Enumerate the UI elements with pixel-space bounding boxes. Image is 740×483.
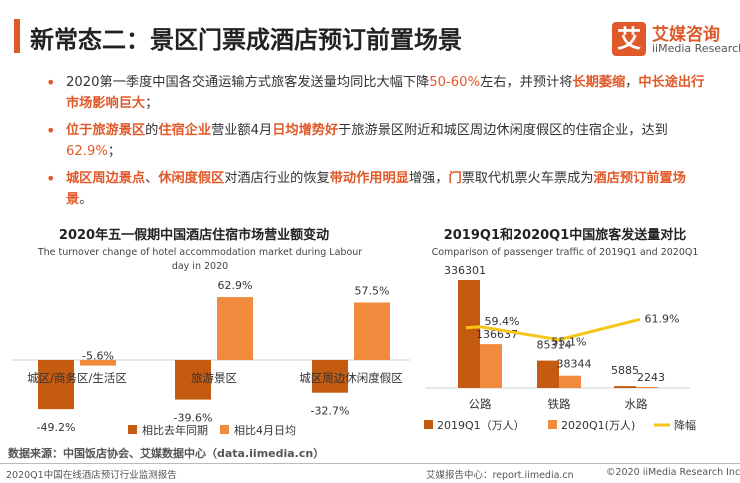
bullet-text-segment: 的 [145,123,159,138]
chart2-title: 2019Q1和2020Q1中国旅客发送量对比 [443,228,687,243]
logo-text-cn: 艾媒咨询 [652,25,720,45]
bullet-item: 2020第一季度中国各交通运输方式旅客发送量均同比大幅下降50-60%左右，并预… [46,72,706,114]
bullet-item: 位于旅游景区的住宿企业营业额4月日均增势好于旅游景区附近和城区周边休闲度假区的住… [46,120,706,162]
chart2-decline-label: 59.4% [485,315,520,328]
bullet-text-segment: 62.9% [66,144,108,159]
chart1-bar-s1-c1 [217,297,253,360]
footer-report-name: 2020Q1中国在线酒店预订行业监测报告 [6,470,177,481]
bullet-text-segment: 酒店预订前置场景 [66,171,686,207]
chart2-decline-label: 55.1% [552,336,587,349]
footer-copyright: ©2020 iiMedia Research Inc [606,467,740,478]
bullet-text-segment: ， [625,75,639,90]
chart1-value-label: -5.6% [82,350,114,363]
bullet-text-segment: 位于旅游景区 [66,123,146,138]
title-accent-bar [14,19,20,53]
chart2-category-label: 水路 [625,397,648,411]
footer-divider [0,463,740,464]
page-title: 新常态二：景区门票成酒店预订前置场景 [30,26,462,54]
chart1-value-label: -32.7% [311,405,350,418]
chart1-bar-s0-c0 [38,360,74,410]
bullet-text-segment: 中长途出行市场影响巨大 [66,75,705,111]
bullet-text-segment: 住宿企业 [158,123,212,138]
brand-logo: 艾 艾媒咨询 iiMedia Research [612,20,740,60]
chart2-decline-line [465,317,641,342]
chart1-value-label: -49.2% [37,421,76,434]
chart1-legend-swatch [128,425,137,434]
chart1-bar-s1-c0 [80,360,116,366]
bullet-item: 城区周边景点、休闲度假区对酒店行业的恢复带动作用明显增强，门票取代机票火车票成为… [46,168,706,210]
chart1-legend-label: 相比去年同期 [142,423,208,437]
chart2-value-label: 2243 [637,371,665,384]
footer-report-center: 艾媒报告中心：report.iimedia.cn [426,470,574,481]
chart1-value-label: 62.9% [218,279,253,292]
chart2-bar-s1-c1 [559,375,581,388]
logo-icon: 艾 [612,22,646,56]
bullet-text-segment: ； [145,96,159,111]
chart1-category-label: 城区/商务区/生活区 [27,371,127,385]
chart2-value-label: 5885 [611,364,639,377]
chart2-bar-s0-c1 [537,360,559,388]
chart2-subtitle: Comparison of passenger traffic of 2019Q… [431,247,699,258]
bullet-text-segment: ； [107,144,122,159]
chart1-category-label: 城区周边休闲度假区 [299,371,403,385]
bullet-text-segment: 营业额4月 [211,123,273,138]
bullet-text-segment: 日均增势好 [272,123,339,138]
chart1-legend-swatch [220,425,229,434]
chart2-decline-label: 61.9% [645,312,680,325]
chart1-subtitle: The turnover change of hotel accommodati… [37,247,363,272]
bullet-text-segment: 于旅游景区附近和城区周边休闲度假区的住宿企业，达到 [338,123,668,138]
bullet-text-segment: 门 [448,171,462,186]
chart2-legend-label: 降幅 [674,418,696,432]
bullet-text-segment: 带动作用明显 [329,171,409,186]
chart2-bar-s1-c2 [636,387,658,388]
chart1-legend-label: 相比4月日均 [234,424,296,437]
bullet-text-segment: 城区周边景点 [66,171,146,186]
chart2-legend-label: 2019Q1（万人） [437,419,525,432]
chart2-legend-label: 2020Q1(万人) [561,419,635,432]
bullet-text-segment: 、 [145,171,159,186]
chart2-legend-swatch [424,420,433,429]
chart1-title: 2020年五一假期中国酒店住宿市场营业额变动 [58,228,330,243]
chart1-bar-s1-c2 [354,302,390,360]
chart2-category-label: 公路 [469,397,492,411]
chart1-value-label: 57.5% [355,285,390,298]
bullet-text-segment: 票取代机票火车票成为 [461,171,594,186]
chart1-value-label: -39.6% [174,412,213,425]
chart2-category-label: 铁路 [548,397,571,411]
chart2-legend-swatch [548,420,557,429]
bullet-text-segment: 左右，并预计将 [480,75,573,90]
chart1-category-label: 旅游景区 [191,371,237,385]
chart1-bar-s0-c1 [175,360,211,400]
bullet-text-segment: 休闲度假区 [158,171,225,186]
bullet-text-segment: 2020第一季度中国各交通运输方式旅客发送量均同比大幅下降 [66,75,430,90]
chart1-bar-s0-c2 [312,360,348,393]
bullet-text-segment: 。 [79,192,93,207]
bullet-text-segment: 长期萎缩 [572,75,626,90]
chart2-value-label: 38344 [557,358,592,371]
chart2-value-label: 85314 [537,339,572,352]
chart2-value-label: 336301 [444,264,486,277]
data-source: 数据来源：中国饭店协会、艾媒数据中心（data.iimedia.cn） [8,447,325,460]
bullet-text-segment: 50-60% [429,75,481,90]
chart2-bar-s0-c0 [458,280,480,388]
bullet-text-segment: 增强， [408,171,449,186]
bullet-list: 2020第一季度中国各交通运输方式旅客发送量均同比大幅下降50-60%左右，并预… [46,72,706,216]
chart2-bar-s1-c0 [480,344,502,388]
logo-text-en: iiMedia Research [652,42,740,55]
chart2-bar-s0-c2 [614,386,636,388]
bullet-text-segment: 对酒店行业的恢复 [224,171,330,186]
